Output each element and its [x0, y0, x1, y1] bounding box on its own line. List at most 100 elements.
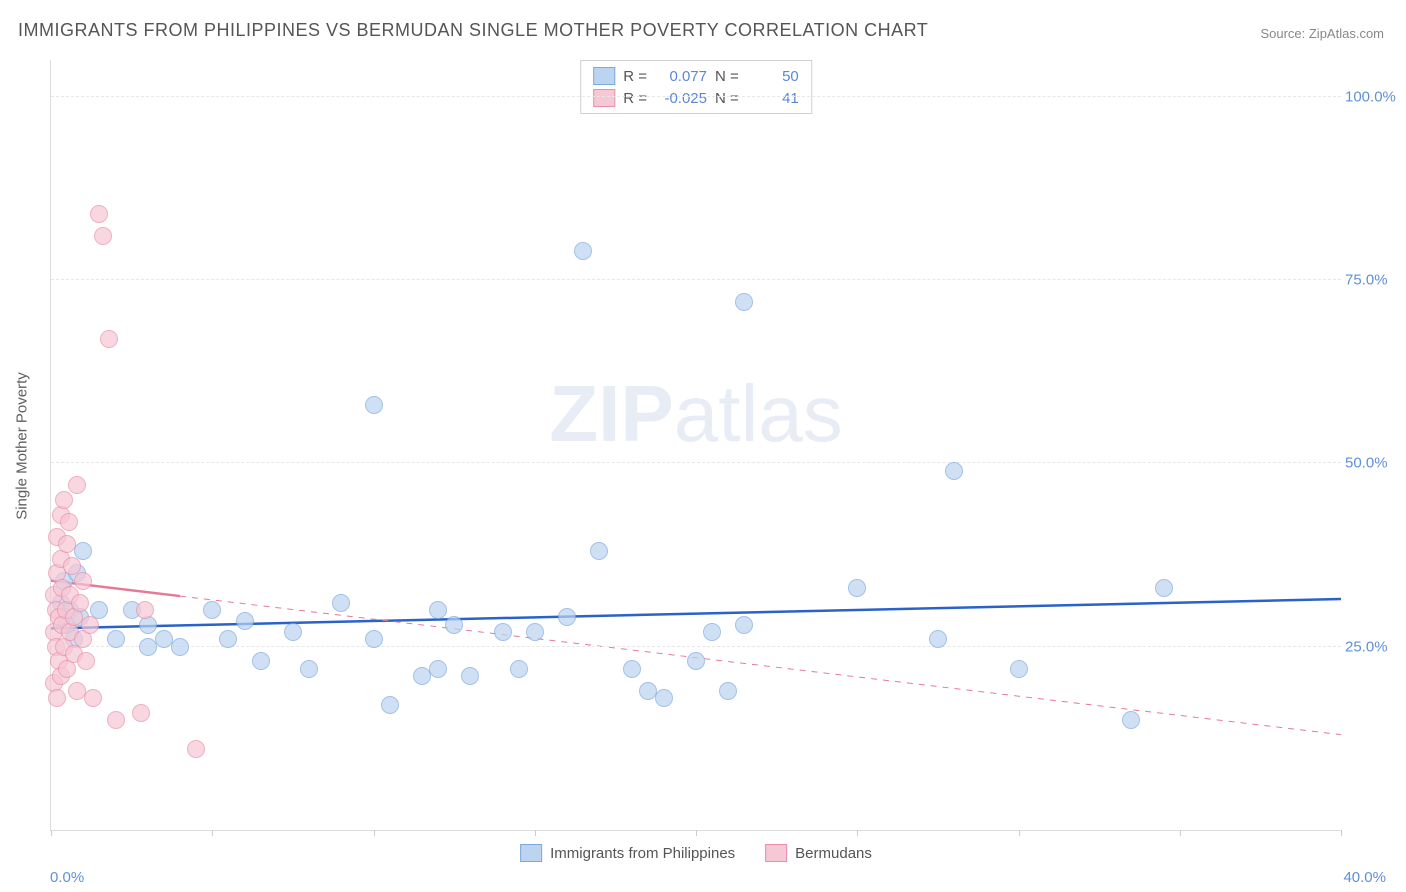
legend-item: Immigrants from Philippines — [520, 844, 735, 862]
data-point-philippines — [526, 623, 544, 641]
x-tick — [1180, 830, 1181, 836]
data-point-philippines — [203, 601, 221, 619]
data-point-philippines — [107, 630, 125, 648]
x-tick — [51, 830, 52, 836]
r-value: 0.077 — [655, 68, 707, 85]
watermark-bold: ZIP — [549, 369, 673, 458]
n-value: 41 — [747, 90, 799, 107]
data-point-bermudans — [187, 740, 205, 758]
data-point-philippines — [655, 689, 673, 707]
data-point-philippines — [703, 623, 721, 641]
chart-container: IMMIGRANTS FROM PHILIPPINES VS BERMUDAN … — [0, 0, 1406, 892]
x-tick — [212, 830, 213, 836]
data-point-bermudans — [107, 711, 125, 729]
y-tick-label: 50.0% — [1345, 455, 1403, 472]
chart-title: IMMIGRANTS FROM PHILIPPINES VS BERMUDAN … — [18, 20, 928, 41]
data-point-philippines — [558, 608, 576, 626]
y-tick-label: 75.0% — [1345, 272, 1403, 289]
data-point-philippines — [623, 660, 641, 678]
r-label: R = — [623, 90, 647, 107]
data-point-philippines — [171, 638, 189, 656]
data-point-bermudans — [55, 491, 73, 509]
data-point-philippines — [510, 660, 528, 678]
data-point-philippines — [735, 293, 753, 311]
grid-line — [51, 646, 1341, 647]
swatch-bermudans — [765, 844, 787, 862]
data-point-philippines — [445, 616, 463, 634]
legend-bottom: Immigrants from Philippines Bermudans — [520, 844, 872, 862]
data-point-philippines — [590, 542, 608, 560]
legend-top-row: R = -0.025 N = 41 — [593, 87, 799, 109]
data-point-philippines — [300, 660, 318, 678]
data-point-philippines — [574, 242, 592, 260]
data-point-philippines — [848, 579, 866, 597]
data-point-philippines — [1155, 579, 1173, 597]
r-value: -0.025 — [655, 90, 707, 107]
y-axis-title: Single Mother Poverty — [14, 372, 31, 520]
data-point-philippines — [929, 630, 947, 648]
data-point-bermudans — [100, 330, 118, 348]
x-tick — [696, 830, 697, 836]
data-point-philippines — [219, 630, 237, 648]
data-point-bermudans — [74, 572, 92, 590]
data-point-philippines — [381, 696, 399, 714]
data-point-philippines — [236, 612, 254, 630]
data-point-philippines — [494, 623, 512, 641]
data-point-philippines — [429, 601, 447, 619]
swatch-bermudans — [593, 89, 615, 107]
grid-line — [51, 462, 1341, 463]
swatch-philippines — [520, 844, 542, 862]
watermark: ZIPatlas — [549, 368, 842, 460]
data-point-philippines — [461, 667, 479, 685]
data-point-philippines — [687, 652, 705, 670]
legend-label: Bermudans — [795, 845, 872, 862]
legend-item: Bermudans — [765, 844, 872, 862]
x-tick — [374, 830, 375, 836]
plot-area: ZIPatlas R = 0.077 N = 50 R = -0.025 N =… — [50, 60, 1341, 831]
legend-label: Immigrants from Philippines — [550, 845, 735, 862]
data-point-philippines — [1122, 711, 1140, 729]
grid-line — [51, 96, 1341, 97]
grid-line — [51, 279, 1341, 280]
data-point-philippines — [1010, 660, 1028, 678]
data-point-bermudans — [68, 476, 86, 494]
source-attribution: Source: ZipAtlas.com — [1260, 26, 1384, 41]
x-tick-label: 40.0% — [1343, 869, 1386, 886]
data-point-philippines — [365, 630, 383, 648]
data-point-philippines — [735, 616, 753, 634]
data-point-philippines — [945, 462, 963, 480]
x-tick — [1019, 830, 1020, 836]
data-point-bermudans — [60, 513, 78, 531]
swatch-philippines — [593, 67, 615, 85]
data-point-philippines — [252, 652, 270, 670]
x-tick — [535, 830, 536, 836]
data-point-bermudans — [58, 535, 76, 553]
y-tick-label: 100.0% — [1345, 88, 1403, 105]
n-value: 50 — [747, 68, 799, 85]
data-point-bermudans — [71, 594, 89, 612]
trend-line-dashed-bermudans — [180, 596, 1341, 735]
n-label: N = — [715, 68, 739, 85]
data-point-bermudans — [136, 601, 154, 619]
data-point-bermudans — [94, 227, 112, 245]
data-point-bermudans — [81, 616, 99, 634]
data-point-philippines — [284, 623, 302, 641]
data-point-philippines — [429, 660, 447, 678]
trend-overlay — [51, 60, 1341, 830]
data-point-philippines — [332, 594, 350, 612]
data-point-bermudans — [90, 205, 108, 223]
data-point-bermudans — [77, 652, 95, 670]
data-point-bermudans — [132, 704, 150, 722]
n-label: N = — [715, 90, 739, 107]
data-point-philippines — [365, 396, 383, 414]
data-point-philippines — [719, 682, 737, 700]
x-tick — [857, 830, 858, 836]
y-tick-label: 25.0% — [1345, 638, 1403, 655]
data-point-bermudans — [48, 689, 66, 707]
x-tick — [1341, 830, 1342, 836]
legend-top: R = 0.077 N = 50 R = -0.025 N = 41 — [580, 60, 812, 114]
data-point-bermudans — [84, 689, 102, 707]
r-label: R = — [623, 68, 647, 85]
x-tick-label: 0.0% — [50, 869, 84, 886]
legend-top-row: R = 0.077 N = 50 — [593, 65, 799, 87]
